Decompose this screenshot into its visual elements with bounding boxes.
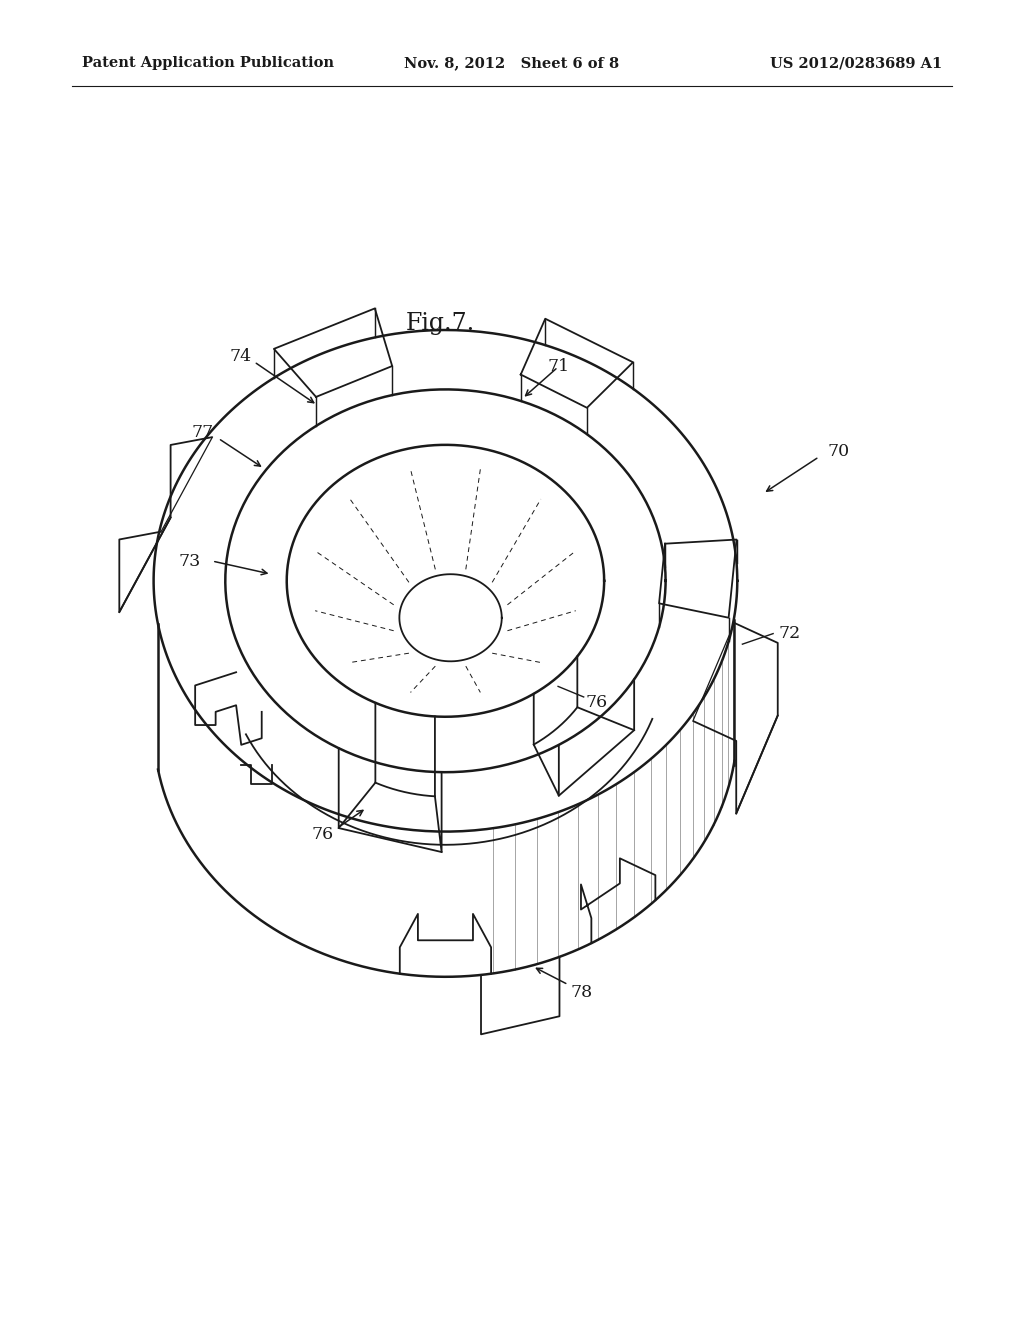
- Text: Patent Application Publication: Patent Application Publication: [82, 57, 334, 70]
- Text: 74: 74: [229, 348, 252, 364]
- Text: 71: 71: [547, 359, 569, 375]
- Text: 70: 70: [827, 444, 850, 459]
- Text: 77: 77: [191, 425, 214, 441]
- Text: 72: 72: [778, 626, 801, 642]
- Text: Nov. 8, 2012   Sheet 6 of 8: Nov. 8, 2012 Sheet 6 of 8: [404, 57, 620, 70]
- Text: 73: 73: [178, 553, 201, 569]
- Text: 76: 76: [586, 694, 608, 710]
- Text: US 2012/0283689 A1: US 2012/0283689 A1: [770, 57, 942, 70]
- Text: 76: 76: [311, 826, 334, 842]
- Text: Fig.7.: Fig.7.: [406, 312, 475, 335]
- Text: 78: 78: [570, 985, 593, 1001]
